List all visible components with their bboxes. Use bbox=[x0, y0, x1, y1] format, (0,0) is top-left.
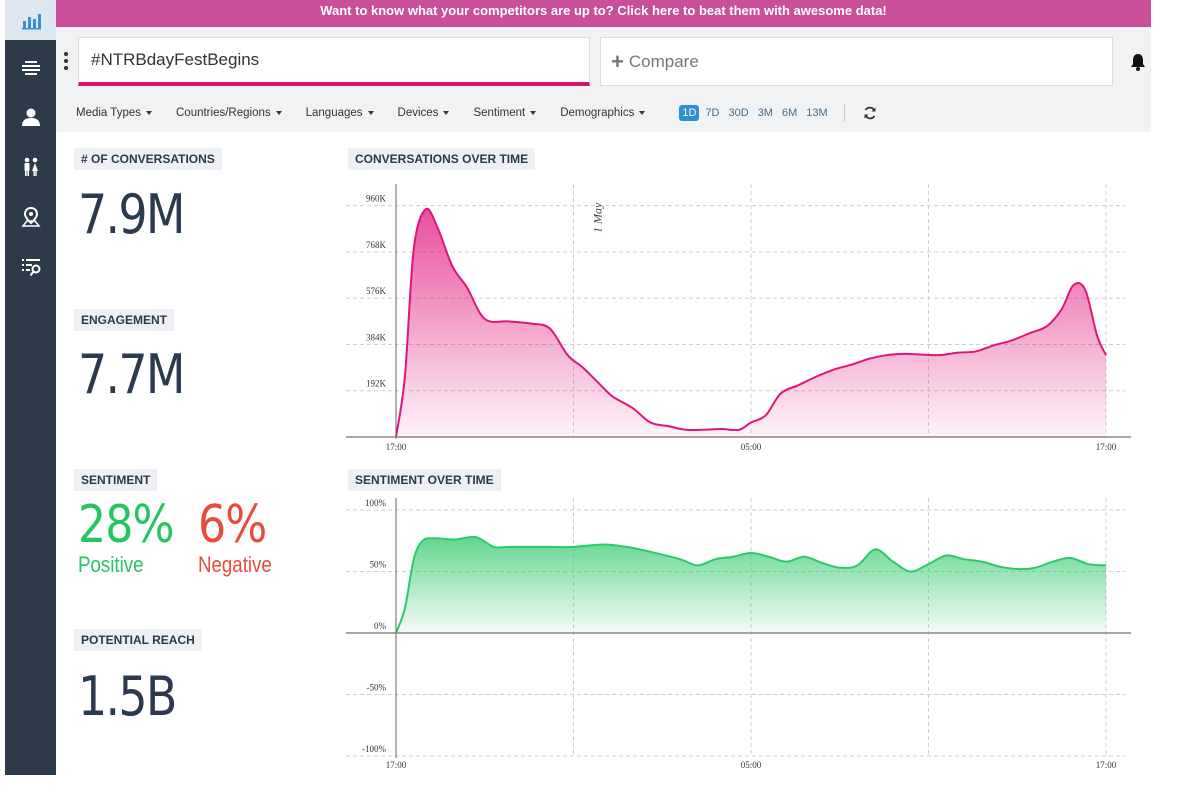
range-13m[interactable]: 13M bbox=[806, 107, 828, 119]
y-tick-label: -50% bbox=[367, 683, 387, 693]
promo-banner[interactable]: Want to know what your competitors are u… bbox=[56, 0, 1151, 27]
sidebar-item-influencers[interactable] bbox=[5, 97, 56, 137]
caret-down-icon bbox=[367, 110, 374, 115]
x-tick-label: 17:00 bbox=[386, 760, 407, 770]
range-7d[interactable]: 7D bbox=[705, 107, 720, 119]
y-tick-label: 100% bbox=[365, 498, 387, 508]
y-tick-label: 576K bbox=[366, 286, 387, 296]
range-6m[interactable]: 6M bbox=[781, 107, 798, 119]
sentiment-chart-title: SENTIMENT OVER TIME bbox=[348, 469, 501, 491]
conversations-label: # OF CONVERSATIONS bbox=[74, 148, 222, 170]
divider bbox=[843, 104, 845, 122]
x-tick-label: 05:00 bbox=[741, 442, 762, 452]
series-line bbox=[395, 535, 1107, 634]
stream-icon bbox=[21, 61, 40, 75]
negative-sentiment-label: Negative bbox=[198, 552, 272, 577]
refresh-icon[interactable] bbox=[863, 106, 877, 120]
reach-value: 1.5B bbox=[78, 665, 177, 728]
caret-down-icon bbox=[530, 110, 537, 115]
range-1d[interactable]: 1D bbox=[679, 105, 700, 121]
date-annotation: 1 May bbox=[591, 202, 605, 233]
conversations-value: 7.9M bbox=[78, 183, 186, 246]
sidebar-item-demographics[interactable] bbox=[5, 147, 56, 187]
engagement-value: 7.7M bbox=[78, 343, 186, 406]
engagement-label: ENGAGEMENT bbox=[74, 309, 175, 331]
sidebar-item-stream[interactable] bbox=[5, 47, 56, 87]
range-3m[interactable]: 3M bbox=[757, 107, 773, 119]
x-tick-label: 05:00 bbox=[741, 760, 762, 770]
location-pin-icon bbox=[20, 206, 41, 227]
x-tick-label: 17:00 bbox=[1096, 760, 1117, 770]
positive-sentiment-value: 28% bbox=[78, 495, 175, 555]
y-tick-label: 192K bbox=[366, 379, 387, 389]
sidebar-item-locations[interactable] bbox=[5, 197, 56, 237]
range-30d[interactable]: 30D bbox=[728, 107, 749, 119]
negative-sentiment-value: 6% bbox=[198, 495, 267, 555]
conversations-chart-title: CONVERSATIONS OVER TIME bbox=[348, 148, 536, 170]
series-area bbox=[396, 208, 1106, 437]
caret-down-icon bbox=[146, 110, 152, 115]
filter-languages[interactable]: Languages bbox=[306, 107, 374, 119]
compare-field[interactable]: + Compare bbox=[600, 37, 1113, 86]
filter-bar: Media Types Countries/Regions Languages … bbox=[76, 103, 877, 123]
filter-demographics[interactable]: Demographics bbox=[560, 107, 646, 119]
user-icon bbox=[21, 108, 40, 126]
time-range-selector: 1D 7D 30D 3M 6M 13M bbox=[679, 105, 833, 121]
filter-media-types[interactable]: Media Types bbox=[76, 107, 152, 119]
dashboard-panel: # OF CONVERSATIONS 7.9M ENGAGEMENT 7.7M … bbox=[56, 132, 1151, 775]
sidebar bbox=[5, 0, 56, 775]
series-area bbox=[396, 536, 1106, 633]
y-tick-label: 50% bbox=[370, 560, 387, 570]
compare-placeholder: Compare bbox=[628, 51, 699, 71]
caret-down-icon bbox=[639, 110, 646, 115]
sentiment-label: SENTIMENT bbox=[74, 469, 158, 491]
y-tick-label: -100% bbox=[362, 744, 386, 754]
filter-sentiment[interactable]: Sentiment bbox=[473, 107, 537, 119]
x-tick-label: 17:00 bbox=[1096, 442, 1117, 452]
list-search-icon bbox=[21, 259, 40, 277]
y-tick-label: 0% bbox=[374, 621, 387, 631]
plus-icon: + bbox=[611, 48, 624, 74]
caret-down-icon bbox=[443, 110, 450, 115]
positive-sentiment-label: Positive bbox=[78, 552, 144, 577]
bar-chart-icon bbox=[21, 14, 41, 30]
y-tick-label: 960K bbox=[366, 194, 387, 204]
y-tick-label: 384K bbox=[366, 332, 387, 342]
reach-label: POTENTIAL REACH bbox=[74, 629, 202, 651]
y-tick-label: 768K bbox=[366, 240, 387, 250]
conversations-over-time-chart: 192K 384K 576K 768K 960K 17:00 05:00 17:00 1 May bbox=[346, 184, 1131, 452]
x-tick-label: 17:00 bbox=[386, 442, 407, 452]
right-edge bbox=[1196, 0, 1200, 785]
filter-countries-regions[interactable]: Countries/Regions bbox=[176, 107, 282, 119]
filter-devices[interactable]: Devices bbox=[398, 107, 450, 119]
sidebar-item-search[interactable] bbox=[5, 247, 56, 287]
caret-down-icon bbox=[275, 110, 282, 115]
more-options-icon[interactable] bbox=[61, 52, 71, 74]
search-input[interactable] bbox=[79, 38, 589, 82]
sentiment-over-time-chart: -100% -50% 0% 50% 100% 17:00 05:00 17:00 bbox=[346, 498, 1131, 770]
series-line bbox=[395, 207, 1107, 438]
search-field[interactable] bbox=[78, 37, 590, 86]
sidebar-item-dashboard[interactable] bbox=[5, 0, 56, 40]
bell-icon[interactable] bbox=[1129, 52, 1147, 72]
people-icon bbox=[24, 157, 38, 176]
